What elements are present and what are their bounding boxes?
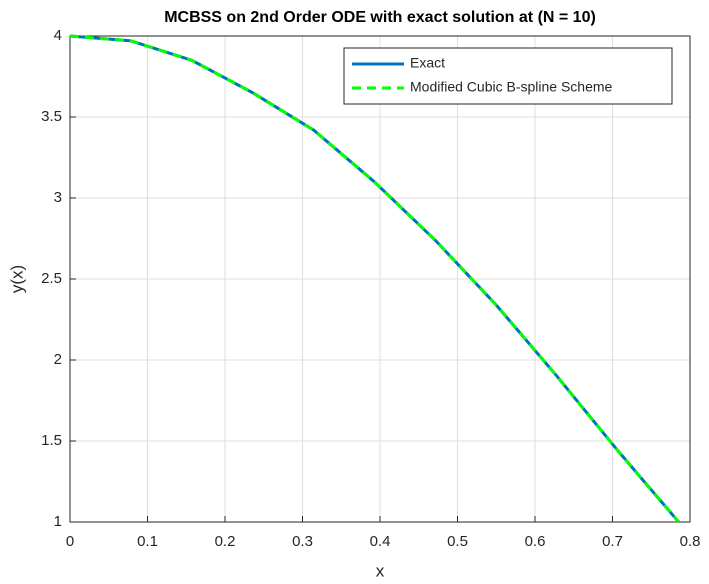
x-axis-label: x <box>376 561 385 580</box>
x-tick-label: 0 <box>66 533 74 550</box>
x-tick-label: 0.4 <box>370 533 391 550</box>
x-tick-label: 0.1 <box>137 533 158 550</box>
y-tick-label: 4 <box>54 27 62 44</box>
y-tick-label: 2.5 <box>41 270 62 287</box>
legend-label: Modified Cubic B-spline Scheme <box>410 79 613 95</box>
x-tick-label: 0.8 <box>680 533 701 550</box>
y-tick-label: 1.5 <box>41 432 62 449</box>
y-tick-label: 1 <box>54 513 62 530</box>
x-tick-label: 0.6 <box>525 533 546 550</box>
y-tick-label: 2 <box>54 351 62 368</box>
x-tick-label: 0.2 <box>215 533 236 550</box>
y-tick-label: 3 <box>54 189 62 206</box>
data-line <box>69 34 680 523</box>
x-tick-label: 0.3 <box>292 533 313 550</box>
x-tick-label: 0.7 <box>602 533 623 550</box>
axes-box <box>69 35 691 523</box>
y-axis-label: y(x) <box>7 265 26 293</box>
legend-label: Exact <box>410 55 445 71</box>
legend-box <box>343 47 673 105</box>
chart-title: MCBSS on 2nd Order ODE with exact soluti… <box>164 9 596 26</box>
x-tick-label: 0.5 <box>447 533 468 550</box>
y-tick-label: 3.5 <box>41 108 62 125</box>
